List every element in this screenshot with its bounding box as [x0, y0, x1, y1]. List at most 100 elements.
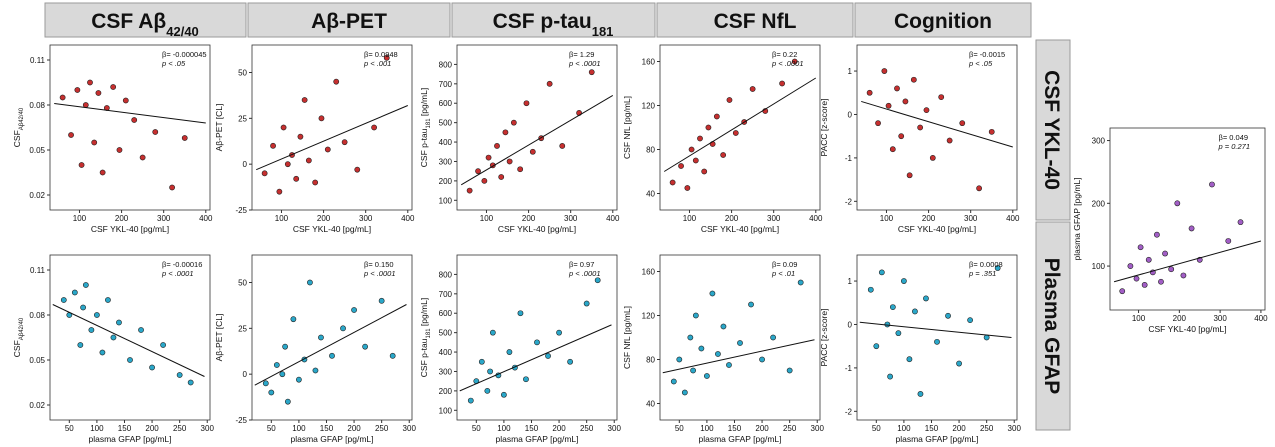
- point: [748, 301, 754, 308]
- panel: 100 200 300 400 100 200 300 400 500 600 700 800 CSF …: [419, 44, 620, 234]
- point: [875, 120, 881, 127]
- y-tick-label: 600: [439, 309, 453, 318]
- point: [779, 80, 786, 87]
- x-tick-label: 200: [755, 424, 769, 433]
- x-tick-label: 50: [872, 424, 881, 433]
- y-tick-label: -2: [845, 197, 853, 206]
- x-axis-label: CSF YKL-40 [pg/mL]: [898, 224, 976, 234]
- point: [770, 334, 777, 341]
- point: [791, 58, 798, 65]
- point: [929, 154, 936, 161]
- column-header: Cognition: [894, 10, 992, 33]
- p-annotation: p < .05: [968, 59, 993, 68]
- point: [127, 357, 133, 363]
- fit-line: [52, 304, 205, 377]
- y-axis-label: Aβ-PET [CL]: [214, 314, 224, 362]
- point: [99, 349, 106, 356]
- point: [1209, 181, 1215, 188]
- y-tick-label: -25: [235, 206, 247, 215]
- x-tick-label: 200: [725, 214, 739, 223]
- point: [95, 90, 102, 96]
- y-tick-label: -1: [845, 364, 853, 373]
- point: [91, 139, 98, 146]
- y-tick-label: 300: [439, 157, 453, 166]
- point: [594, 277, 601, 284]
- point: [878, 269, 885, 276]
- point: [268, 389, 275, 396]
- y-tick-label: -1: [845, 154, 853, 163]
- y-tick-label: 400: [439, 348, 453, 357]
- panel: 100 200 300 400 -2 -1 0 1 CSF YKL-40 [pg/mL] PACC…: [819, 44, 1020, 234]
- fit-line: [460, 95, 614, 186]
- point: [478, 358, 485, 365]
- y-tick-label: 700: [439, 80, 453, 89]
- y-tick-label: 80: [646, 356, 655, 365]
- point: [866, 89, 873, 96]
- point: [1141, 281, 1148, 288]
- point: [160, 342, 167, 348]
- column-header: CSF p-tau181: [493, 10, 614, 39]
- x-tick-label: 250: [173, 424, 187, 433]
- point: [988, 128, 995, 135]
- point: [506, 349, 513, 355]
- point: [701, 168, 708, 175]
- point: [709, 290, 716, 297]
- point: [378, 297, 385, 304]
- point: [500, 391, 507, 398]
- y-tick-label: 800: [439, 270, 453, 279]
- point: [1133, 275, 1140, 282]
- fit-line: [256, 105, 408, 171]
- y-axis-label: CSF NfL [pg/mL]: [622, 96, 632, 159]
- point: [534, 339, 540, 346]
- p-annotation: p = 0.271: [1218, 142, 1251, 151]
- point: [82, 102, 89, 108]
- x-axis-label: plasma GFAP [pg/mL]: [496, 434, 579, 444]
- y-axis-label: Aβ-PET [CL]: [214, 104, 224, 152]
- y-tick-label: 600: [439, 99, 453, 108]
- fit-line: [459, 324, 612, 392]
- point: [169, 184, 176, 191]
- point: [698, 345, 705, 352]
- point: [82, 282, 89, 288]
- x-tick-label: 50: [65, 424, 74, 433]
- plot-frame: [659, 254, 821, 421]
- point: [110, 334, 117, 341]
- point: [1127, 263, 1134, 269]
- point: [99, 169, 106, 176]
- x-tick-label: 100: [497, 424, 511, 433]
- point: [917, 391, 924, 397]
- y-axis-label: plasma GFAP [pg/mL]: [1072, 178, 1082, 261]
- point: [71, 289, 78, 296]
- point: [669, 179, 676, 186]
- point: [1158, 278, 1164, 285]
- plot-frame: [49, 44, 211, 211]
- point: [494, 143, 500, 149]
- point: [78, 162, 85, 168]
- p-annotation: p = .351: [968, 269, 996, 278]
- x-axis-label: plasma GFAP [pg/mL]: [89, 434, 172, 444]
- y-tick-label: 100: [1092, 262, 1106, 271]
- point: [946, 137, 953, 144]
- beta-annotation: β= 0.0008: [969, 260, 1003, 269]
- column-header-boxes: [44, 2, 1032, 38]
- y-tick-label: 40: [646, 400, 655, 409]
- fit-line: [859, 321, 1012, 338]
- point: [732, 130, 739, 136]
- point: [149, 364, 155, 371]
- point: [678, 163, 684, 169]
- x-tick-label: 100: [73, 214, 87, 223]
- x-tick-label: 100: [700, 424, 714, 433]
- x-tick-label: 150: [728, 424, 742, 433]
- x-tick-label: 200: [922, 214, 936, 223]
- y-tick-label: 1: [848, 277, 853, 286]
- point: [976, 185, 983, 192]
- y-axis-label-after: [pg/mL]: [419, 298, 429, 329]
- point: [1225, 238, 1232, 244]
- point: [938, 94, 945, 101]
- y-tick-label: 160: [642, 58, 656, 67]
- fit-line: [662, 339, 815, 374]
- point: [87, 79, 93, 86]
- point: [1162, 250, 1168, 257]
- point: [122, 97, 129, 104]
- x-tick-label: 300: [564, 214, 578, 223]
